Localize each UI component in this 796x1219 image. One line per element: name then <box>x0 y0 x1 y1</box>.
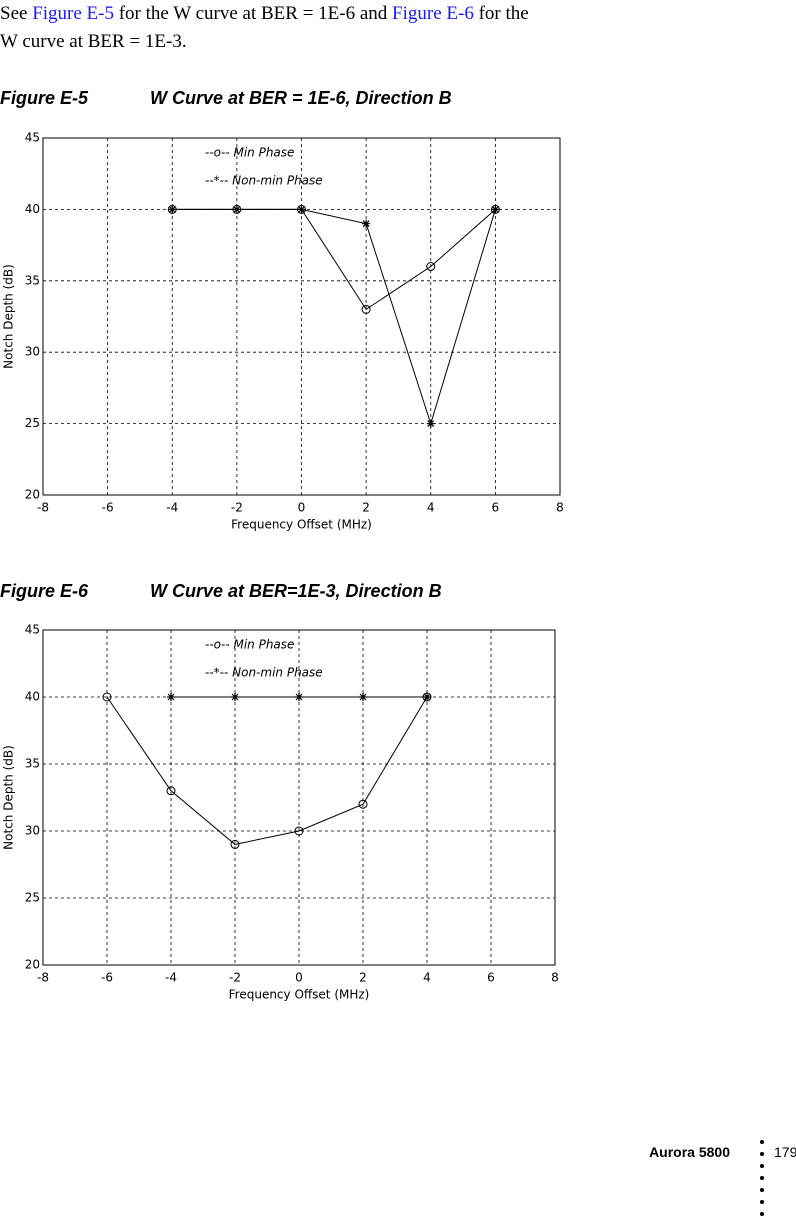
y-tick-label: 30 <box>25 824 40 838</box>
marker <box>358 799 368 809</box>
marker <box>166 786 176 796</box>
caption: Figure E-6 W Curve at BER=1E-3, Direction… <box>0 581 442 602</box>
marker <box>491 205 500 214</box>
x-tick-label: -8 <box>37 971 49 985</box>
x-tick-label: 4 <box>423 971 431 985</box>
y-tick-label: 35 <box>25 273 40 287</box>
x-tick-label: 6 <box>492 501 500 515</box>
x-tick-label: -6 <box>101 971 113 985</box>
y-axis-label: Notch Depth (dB) <box>2 745 16 850</box>
y-tick-label: 35 <box>25 757 40 771</box>
x-tick-label: -4 <box>165 971 177 985</box>
figure-label: Figure E-5 <box>0 88 89 108</box>
y-axis-label: Notch Depth (dB) <box>2 264 16 369</box>
x-tick-label: -8 <box>37 501 49 515</box>
marker <box>168 205 177 214</box>
marker <box>362 219 371 228</box>
x-tick-label: -4 <box>166 501 178 515</box>
figure-label: Figure E-6 <box>0 581 89 601</box>
legend-label: --o-- Min Phase <box>205 638 294 652</box>
figure-title: W Curve at BER = 1E-6, Direction B <box>150 88 452 108</box>
y-tick-label: 40 <box>25 202 40 216</box>
x-tick-label: 2 <box>362 501 370 515</box>
marker <box>232 205 241 214</box>
legend-label: --*-- Non-min Phase <box>205 174 323 188</box>
marker <box>294 826 304 836</box>
caption: Figure E-5 W Curve at BER = 1E-6, Directi… <box>0 88 452 109</box>
marker <box>297 205 306 214</box>
marker <box>426 419 435 428</box>
legend-label: --*-- Non-min Phase <box>205 666 323 680</box>
text: See <box>0 3 33 24</box>
x-axis-label: Frequency Offset (MHz) <box>229 988 370 1002</box>
x-tick-label: 0 <box>295 971 303 985</box>
x-tick-label: 8 <box>551 971 559 985</box>
marker <box>167 693 175 701</box>
x-tick-label: -2 <box>229 971 241 985</box>
plot-area <box>42 137 561 496</box>
marker <box>423 693 431 701</box>
x-tick-label: -2 <box>231 501 243 515</box>
link[interactable]: Figure E-5 <box>32 3 114 24</box>
x-axis-label: Frequency Offset (MHz) <box>231 518 372 532</box>
x-tick-label: 0 <box>298 501 306 515</box>
y-tick-label: 25 <box>25 891 40 905</box>
text: for the W curve at BER = 1E-6 and <box>113 3 393 24</box>
series-line <box>172 208 496 426</box>
marker <box>231 693 239 701</box>
link[interactable]: Figure E-6 <box>392 3 474 24</box>
marker <box>295 693 303 701</box>
figure-title: W Curve at BER=1E-3, Direction B <box>150 581 442 601</box>
dots <box>760 1140 764 1216</box>
marker <box>230 839 240 849</box>
marker <box>361 304 371 314</box>
y-tick-label: 20 <box>25 958 40 972</box>
x-tick-label: 8 <box>556 501 564 515</box>
marker <box>359 693 367 701</box>
chart: -8 -6 -4 -2 0 2 4 6 8 20 25 30 35 40 45 Frequency Offse… <box>2 131 564 532</box>
y-tick-label: 30 <box>25 345 40 359</box>
y-tick-label: 45 <box>25 623 40 637</box>
x-tick-label: -6 <box>102 501 114 515</box>
y-tick-label: 40 <box>25 690 40 704</box>
product-name: Aurora 5800 <box>649 1144 730 1160</box>
marker <box>426 262 436 272</box>
marker <box>102 692 112 702</box>
chart: -8 -6 -4 -2 0 2 4 6 8 20 25 30 35 40 45 Frequency Offse… <box>2 623 559 1002</box>
x-tick-label: 2 <box>359 971 367 985</box>
y-tick-label: 45 <box>25 131 40 145</box>
y-tick-label: 20 <box>25 488 40 502</box>
text: W curve at BER = 1E-3. <box>0 31 187 52</box>
x-tick-label: 6 <box>487 971 495 985</box>
paragraph: See Figure E-5 for the W curve at BER = … <box>0 0 529 56</box>
text: for the <box>473 3 529 24</box>
y-tick-label: 25 <box>25 416 40 430</box>
legend-label: --o-- Min Phase <box>205 146 294 160</box>
page-number: 179 <box>774 1144 796 1160</box>
x-tick-label: 4 <box>427 501 435 515</box>
series-line <box>106 696 428 845</box>
